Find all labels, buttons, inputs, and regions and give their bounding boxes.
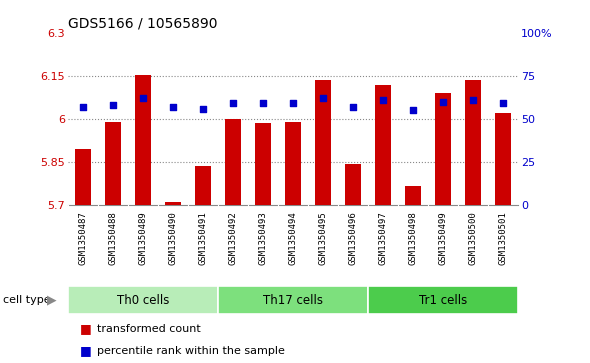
Text: ■: ■ bbox=[80, 322, 91, 335]
Text: Th0 cells: Th0 cells bbox=[117, 294, 169, 307]
Text: GSM1350501: GSM1350501 bbox=[499, 212, 507, 265]
Point bbox=[78, 104, 87, 110]
Point bbox=[408, 107, 418, 113]
Point bbox=[168, 104, 178, 110]
Bar bbox=[435, 93, 451, 205]
Bar bbox=[74, 149, 91, 205]
Point bbox=[228, 101, 238, 106]
Bar bbox=[368, 286, 518, 314]
Text: GSM1350487: GSM1350487 bbox=[78, 212, 87, 265]
Bar bbox=[314, 79, 331, 205]
Text: GSM1350500: GSM1350500 bbox=[468, 212, 477, 265]
Text: GSM1350495: GSM1350495 bbox=[319, 212, 327, 265]
Bar bbox=[255, 123, 271, 205]
Point bbox=[378, 97, 388, 103]
Point bbox=[318, 95, 327, 101]
Bar bbox=[104, 122, 121, 205]
Bar bbox=[135, 75, 151, 205]
Text: GSM1350490: GSM1350490 bbox=[168, 212, 178, 265]
Bar bbox=[68, 286, 218, 314]
Text: GSM1350493: GSM1350493 bbox=[258, 212, 267, 265]
Text: cell type: cell type bbox=[3, 295, 51, 305]
Point bbox=[258, 101, 268, 106]
Text: GSM1350489: GSM1350489 bbox=[139, 212, 148, 265]
Bar bbox=[218, 286, 368, 314]
Bar bbox=[165, 202, 181, 205]
Text: GSM1350496: GSM1350496 bbox=[349, 212, 358, 265]
Bar bbox=[285, 122, 301, 205]
Point bbox=[198, 106, 208, 111]
Point bbox=[438, 99, 448, 105]
Text: percentile rank within the sample: percentile rank within the sample bbox=[97, 346, 285, 356]
Text: Th17 cells: Th17 cells bbox=[263, 294, 323, 307]
Text: GSM1350488: GSM1350488 bbox=[109, 212, 117, 265]
Text: transformed count: transformed count bbox=[97, 324, 201, 334]
Bar bbox=[345, 164, 361, 205]
Text: ■: ■ bbox=[80, 344, 91, 357]
Point bbox=[468, 97, 478, 103]
Bar bbox=[465, 80, 481, 205]
Bar bbox=[375, 85, 391, 205]
Text: GSM1350494: GSM1350494 bbox=[289, 212, 297, 265]
Point bbox=[108, 102, 117, 108]
Text: GSM1350497: GSM1350497 bbox=[378, 212, 388, 265]
Text: ▶: ▶ bbox=[47, 294, 57, 307]
Text: GDS5166 / 10565890: GDS5166 / 10565890 bbox=[68, 16, 217, 30]
Point bbox=[348, 104, 358, 110]
Bar bbox=[405, 187, 421, 205]
Bar bbox=[495, 113, 512, 205]
Text: GSM1350492: GSM1350492 bbox=[228, 212, 237, 265]
Text: Tr1 cells: Tr1 cells bbox=[419, 294, 467, 307]
Text: GSM1350498: GSM1350498 bbox=[408, 212, 418, 265]
Bar bbox=[195, 166, 211, 205]
Bar bbox=[225, 119, 241, 205]
Text: GSM1350491: GSM1350491 bbox=[198, 212, 208, 265]
Point bbox=[138, 95, 148, 101]
Text: GSM1350499: GSM1350499 bbox=[438, 212, 447, 265]
Point bbox=[499, 101, 508, 106]
Point bbox=[288, 101, 297, 106]
